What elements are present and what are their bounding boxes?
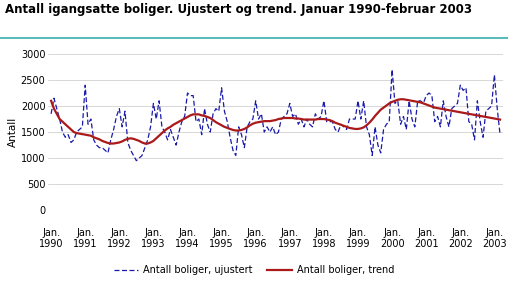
Line: Antall boliger, trend: Antall boliger, trend [51, 99, 500, 143]
Text: Jan.: Jan. [383, 228, 401, 238]
Text: 1998: 1998 [311, 239, 336, 249]
Antall boliger, trend [338, 123, 344, 126]
Antall boliger, ujustert [497, 133, 503, 136]
Text: 1995: 1995 [209, 239, 234, 249]
Line: Antall boliger, ujustert: Antall boliger, ujustert [51, 70, 500, 161]
Text: Jan.: Jan. [42, 228, 60, 238]
Text: Jan.: Jan. [485, 228, 503, 238]
Antall boliger, trend [497, 118, 503, 121]
Antall boliger, trend [48, 99, 54, 103]
Text: 1997: 1997 [277, 239, 302, 249]
Text: 2001: 2001 [414, 239, 438, 249]
Antall boliger, trend [230, 128, 236, 132]
Text: Jan.: Jan. [315, 228, 333, 238]
Text: 1999: 1999 [346, 239, 370, 249]
Antall boliger, ujustert [176, 130, 182, 134]
Text: 1996: 1996 [243, 239, 268, 249]
Antall boliger, trend [398, 97, 404, 101]
Text: Jan.: Jan. [417, 228, 435, 238]
Antall boliger, trend [377, 108, 384, 111]
Text: 1994: 1994 [175, 239, 200, 249]
Legend: Antall boliger, ujustert, Antall boliger, trend: Antall boliger, ujustert, Antall boliger… [110, 261, 398, 279]
Antall boliger, trend [196, 113, 202, 116]
Text: 2002: 2002 [448, 239, 472, 249]
Text: 1991: 1991 [73, 239, 98, 249]
Antall boliger, ujustert [196, 117, 202, 121]
Text: 2000: 2000 [380, 239, 404, 249]
Text: Jan.: Jan. [76, 228, 94, 238]
Y-axis label: Antall: Antall [8, 117, 18, 147]
Antall boliger, ujustert [432, 120, 438, 123]
Antall boliger, trend [108, 142, 114, 145]
Antall boliger, ujustert [389, 68, 395, 71]
Text: Jan.: Jan. [349, 228, 367, 238]
Text: 2003: 2003 [482, 239, 506, 249]
Antall boliger, ujustert [133, 159, 139, 162]
Antall boliger, trend [432, 106, 438, 109]
Text: 1990: 1990 [39, 239, 64, 249]
Antall boliger, ujustert [230, 149, 236, 152]
Antall boliger, ujustert [48, 112, 54, 116]
Text: Antall igangsatte boliger. Ujustert og trend. Januar 1990-februar 2003: Antall igangsatte boliger. Ujustert og t… [5, 3, 472, 16]
Antall boliger, trend [176, 120, 182, 123]
Text: Jan.: Jan. [247, 228, 265, 238]
Text: 1993: 1993 [141, 239, 166, 249]
Antall boliger, ujustert [377, 151, 384, 154]
Text: Jan.: Jan. [451, 228, 469, 238]
Text: Jan.: Jan. [110, 228, 129, 238]
Text: Jan.: Jan. [178, 228, 197, 238]
Text: 1992: 1992 [107, 239, 132, 249]
Text: Jan.: Jan. [144, 228, 163, 238]
Text: Jan.: Jan. [212, 228, 231, 238]
Text: Jan.: Jan. [281, 228, 299, 238]
Antall boliger, ujustert [338, 123, 344, 126]
